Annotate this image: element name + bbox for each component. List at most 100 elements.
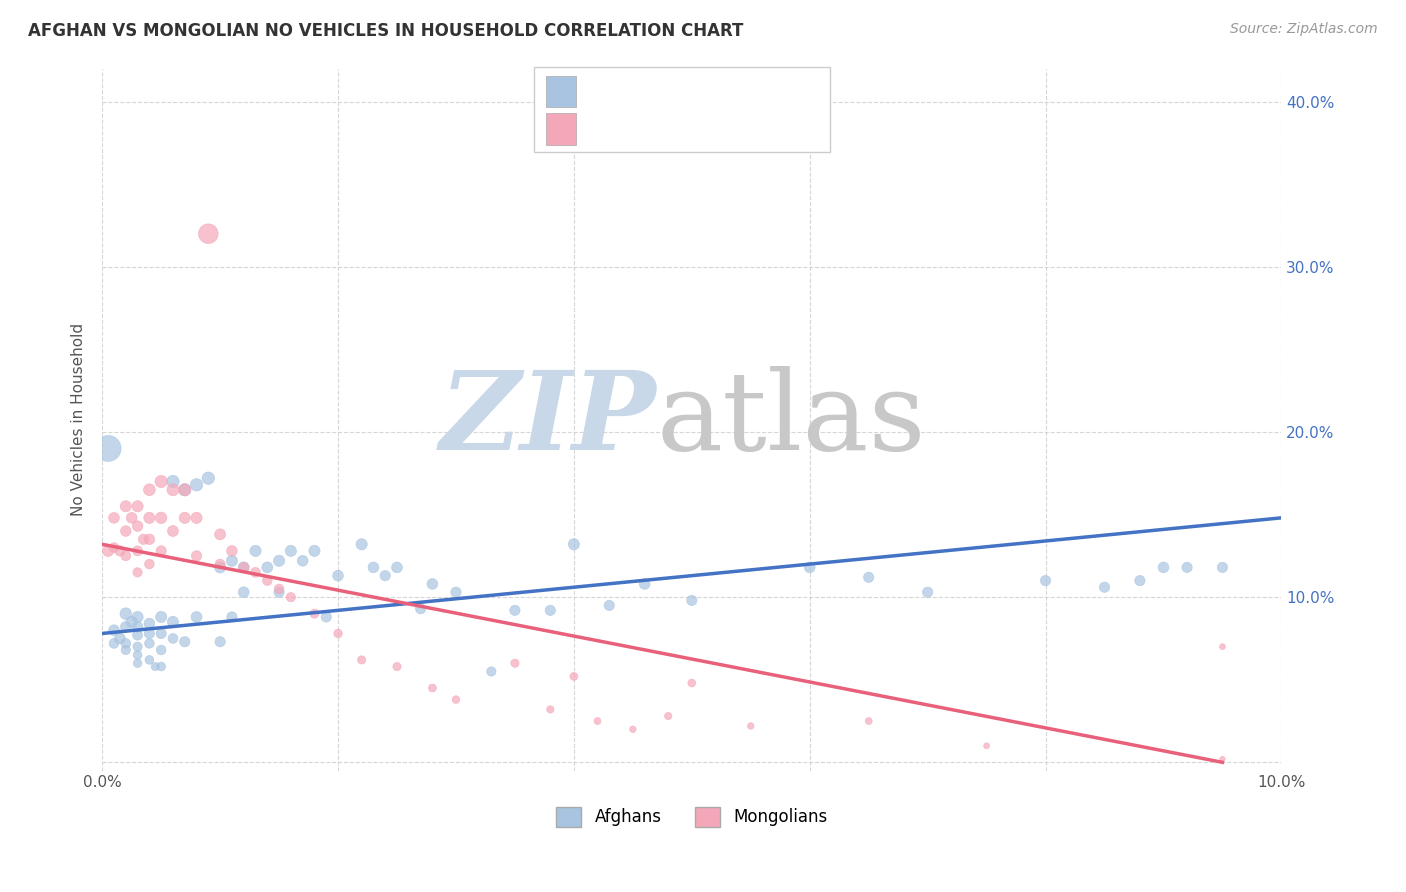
Point xyxy=(150,544,173,558)
Point xyxy=(209,557,232,571)
Point xyxy=(138,616,160,631)
Point xyxy=(245,544,267,558)
Point xyxy=(586,714,609,728)
Point xyxy=(267,554,290,568)
Point xyxy=(138,626,160,640)
Point xyxy=(267,582,290,596)
Point xyxy=(127,628,149,642)
Point xyxy=(97,442,120,456)
Point xyxy=(127,519,149,533)
Point xyxy=(858,714,880,728)
Point xyxy=(150,659,173,673)
Point xyxy=(256,574,278,588)
Point xyxy=(127,657,149,671)
Point xyxy=(103,636,125,650)
Point xyxy=(221,554,243,568)
Point xyxy=(138,636,160,650)
Point xyxy=(444,585,467,599)
Point xyxy=(150,643,173,657)
Point xyxy=(562,537,585,551)
Point xyxy=(108,544,131,558)
Point xyxy=(363,560,385,574)
Text: AFGHAN VS MONGOLIAN NO VEHICLES IN HOUSEHOLD CORRELATION CHART: AFGHAN VS MONGOLIAN NO VEHICLES IN HOUSE… xyxy=(28,22,744,40)
Legend: Afghans, Mongolians: Afghans, Mongolians xyxy=(550,800,834,834)
Point xyxy=(291,554,314,568)
Point xyxy=(97,544,120,558)
Point xyxy=(162,632,184,646)
Point xyxy=(173,511,195,525)
Point xyxy=(150,610,173,624)
Point xyxy=(562,669,585,683)
Point xyxy=(799,560,821,574)
Point xyxy=(186,478,208,492)
Point xyxy=(657,709,679,723)
Point xyxy=(162,615,184,629)
Point xyxy=(127,648,149,662)
Point xyxy=(127,640,149,654)
Point xyxy=(162,524,184,538)
Text: ZIP: ZIP xyxy=(440,366,657,474)
Point xyxy=(103,541,125,555)
Point xyxy=(138,653,160,667)
Point xyxy=(326,626,349,640)
Point xyxy=(326,568,349,582)
Point xyxy=(1175,560,1198,574)
Point xyxy=(150,511,173,525)
Point xyxy=(197,227,219,241)
Point xyxy=(138,533,160,547)
Point xyxy=(103,623,125,637)
Point xyxy=(740,719,762,733)
Point xyxy=(1035,574,1057,588)
Point xyxy=(186,610,208,624)
Point xyxy=(138,511,160,525)
Point xyxy=(114,500,136,514)
Point xyxy=(598,599,620,613)
Point xyxy=(114,549,136,563)
Point xyxy=(221,544,243,558)
Point xyxy=(162,483,184,497)
Point xyxy=(385,659,408,673)
Text: N = 70: N = 70 xyxy=(707,82,769,101)
Point xyxy=(633,577,655,591)
Point xyxy=(503,657,526,671)
Point xyxy=(132,533,155,547)
Point xyxy=(197,471,219,485)
Point xyxy=(444,692,467,706)
Text: N = 53: N = 53 xyxy=(707,120,769,138)
Point xyxy=(304,544,326,558)
Point xyxy=(538,702,561,716)
Point xyxy=(409,601,432,615)
Point xyxy=(138,483,160,497)
Point xyxy=(150,475,173,489)
Text: R = -0.291: R = -0.291 xyxy=(588,120,678,138)
Point xyxy=(681,593,703,607)
Point xyxy=(976,739,998,753)
Point xyxy=(232,585,254,599)
Point xyxy=(127,500,149,514)
Point xyxy=(138,557,160,571)
Point xyxy=(858,570,880,584)
Point xyxy=(681,676,703,690)
Point xyxy=(1129,574,1152,588)
Point xyxy=(143,659,166,673)
Point xyxy=(1211,640,1233,654)
Point xyxy=(114,607,136,621)
Point xyxy=(245,566,267,580)
Point xyxy=(1153,560,1175,574)
Point xyxy=(221,610,243,624)
Point xyxy=(422,577,444,591)
Text: Source: ZipAtlas.com: Source: ZipAtlas.com xyxy=(1230,22,1378,37)
Point xyxy=(280,544,302,558)
Point xyxy=(209,527,232,541)
Point xyxy=(173,483,195,497)
Point xyxy=(114,636,136,650)
Point xyxy=(422,681,444,695)
Point xyxy=(103,511,125,525)
Point xyxy=(538,603,561,617)
Point xyxy=(315,610,337,624)
Point xyxy=(1094,580,1116,594)
Point xyxy=(114,643,136,657)
Point xyxy=(127,566,149,580)
Point xyxy=(162,475,184,489)
Point xyxy=(1211,560,1233,574)
